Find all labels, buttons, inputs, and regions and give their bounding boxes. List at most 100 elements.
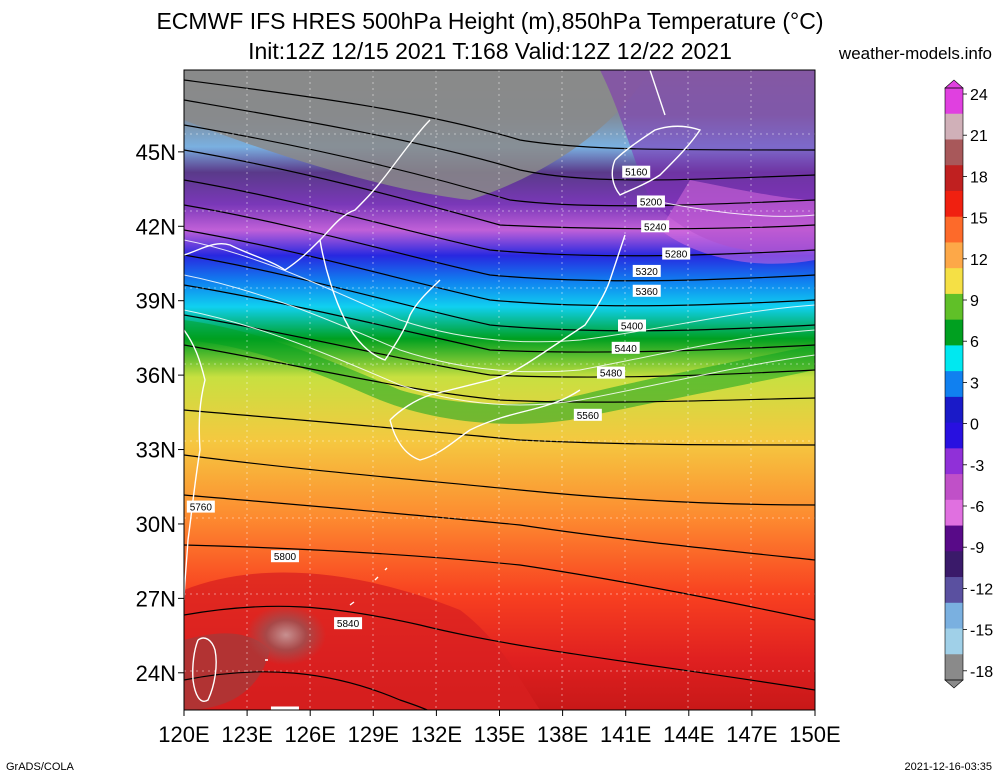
- zero-degree-band: [184, 320, 815, 424]
- colorbar-segment: [945, 293, 963, 321]
- colorbar-segment: [945, 190, 963, 218]
- colorbar-label: 18: [970, 169, 988, 186]
- contour-label-box: [596, 366, 625, 379]
- colorbar-label: 3: [970, 375, 979, 392]
- colorbar-label: -18: [970, 664, 993, 681]
- colorbar-segment: [945, 216, 963, 243]
- lat-tick-label: 39N: [136, 289, 176, 314]
- colorbar: [944, 79, 964, 689]
- colorbar-bottom-arrow: [944, 679, 964, 689]
- colorbar-label: 0: [970, 417, 979, 434]
- contour-label-box: [636, 195, 665, 208]
- colorbar-label: 15: [970, 211, 988, 228]
- colorbar-segment: [945, 628, 963, 655]
- colorbar-segment: [945, 319, 963, 346]
- lon-tick-label: 135E: [474, 722, 525, 747]
- contour-label-box: [573, 408, 602, 421]
- colorbar-label: 9: [970, 293, 979, 310]
- contour-label-box: [622, 165, 651, 178]
- contour-label-text: 5440: [615, 344, 638, 355]
- colorbar-segment: [945, 371, 963, 398]
- contour-label-text: 5840: [337, 619, 360, 630]
- colorbar-segment: [945, 499, 963, 527]
- colorbar-segment: [945, 577, 963, 604]
- colorbar-segment: [945, 88, 963, 115]
- lat-tick-label: 36N: [136, 363, 176, 388]
- colorbar-segment: [945, 654, 963, 681]
- lat-tick-label: 24N: [136, 661, 176, 686]
- chart-title-line1: ECMWF IFS HRES 500hPa Height (m),850hPa …: [156, 8, 824, 34]
- lon-tick-label: 147E: [726, 722, 777, 747]
- colorbar-label: 6: [970, 334, 979, 351]
- colorbar-label: -15: [970, 623, 993, 640]
- height-contour-label: 5880: [270, 706, 299, 719]
- footer-timestamp: 2021-12-16-03:35: [904, 761, 992, 773]
- height-contour-label: 5560: [573, 408, 602, 422]
- height-contour-label: 5240: [641, 220, 670, 233]
- site-credit: weather-models.info: [838, 44, 992, 63]
- lon-tick-label: 120E: [158, 722, 209, 747]
- colorbar-label: -6: [970, 499, 984, 516]
- temperature-isotherms: [184, 199, 815, 406]
- height-contour-label: 5800: [270, 550, 299, 563]
- contour-label-box: [334, 617, 363, 630]
- contour-label-text: 5760: [190, 503, 213, 514]
- colorbar-segment: [945, 474, 963, 501]
- contour-label-text: 5240: [644, 222, 667, 233]
- colorbar-label: 21: [970, 128, 988, 145]
- lat-tick-label: 30N: [136, 512, 176, 537]
- colorbar-label: 12: [970, 252, 988, 269]
- colorbar-segment: [945, 602, 963, 630]
- lat-tick-label: 45N: [136, 140, 176, 165]
- colorbar-segment: [945, 113, 963, 140]
- contour-label-text: 5320: [636, 267, 659, 278]
- lon-tick-label: 129E: [348, 722, 399, 747]
- height-contour-label: 5360: [632, 284, 661, 298]
- chart-title-line2: Init:12Z 12/15 2021 T:168 Valid:12Z 12/2…: [248, 38, 732, 64]
- contour-label-text: 5400: [621, 322, 644, 333]
- lon-tick-label: 126E: [285, 722, 336, 747]
- height-contour-label: 5440: [611, 341, 640, 355]
- contour-label-text: 5200: [640, 197, 663, 208]
- height-contour-label: 5400: [618, 319, 647, 333]
- colorbar-segment: [945, 345, 963, 372]
- colorbar-frame: [944, 87, 964, 681]
- colorbar-label: -3: [970, 458, 984, 475]
- footer-software: GrADS/COLA: [6, 761, 74, 773]
- lat-tick-label: 33N: [136, 438, 176, 463]
- longitude-axis: 120E 123E 126E 129E 132E 135E 138E 141E 144E 147E…: [158, 710, 841, 747]
- contour-label-box: [611, 341, 640, 354]
- latitude-axis: 45N 42N 39N 36N 33N 30N 27N 24N: [136, 140, 184, 686]
- contour-label-box: [662, 247, 691, 260]
- height-contour-label: 5760: [186, 500, 215, 514]
- contour-label-text: 5360: [636, 287, 659, 298]
- colorbar-label: -12: [970, 581, 993, 598]
- contour-label-box: [270, 706, 299, 710]
- colorbar-top-arrow: [944, 79, 964, 89]
- contour-label-box: [186, 500, 215, 513]
- colorbar-segment: [945, 525, 963, 552]
- pink-band: [660, 180, 815, 264]
- height-contour-label: 5160: [622, 165, 651, 179]
- contour-label-text: 5280: [665, 250, 688, 261]
- contour-label-box: [270, 550, 299, 563]
- hot-spot: [246, 605, 326, 665]
- contour-labels: 5160 5200 5240 5280 5320 5360 5400 5440 5480 5560…: [186, 165, 691, 719]
- lon-tick-label: 123E: [221, 722, 272, 747]
- colorbar-segment: [945, 165, 963, 192]
- contour-label-text: 5480: [600, 369, 623, 380]
- colorbar-segment: [945, 268, 963, 295]
- height-contour-label: 5280: [662, 247, 691, 261]
- lon-tick-label: 150E: [789, 722, 840, 747]
- lon-tick-label: 132E: [411, 722, 462, 747]
- colorbar-label: 24: [970, 87, 988, 104]
- gridlines: [184, 70, 815, 710]
- colorbar-segment: [945, 139, 963, 166]
- contour-label-box: [632, 284, 661, 297]
- plot-area: 5160 5200 5240 5280 5320 5360 5400 5440 5480 5560…: [184, 70, 815, 719]
- coastlines: [184, 70, 702, 702]
- colorbar-segment: [945, 422, 963, 449]
- contour-label-box: [641, 220, 670, 233]
- contour-label-text: 5880: [274, 708, 297, 719]
- lon-tick-label: 138E: [537, 722, 588, 747]
